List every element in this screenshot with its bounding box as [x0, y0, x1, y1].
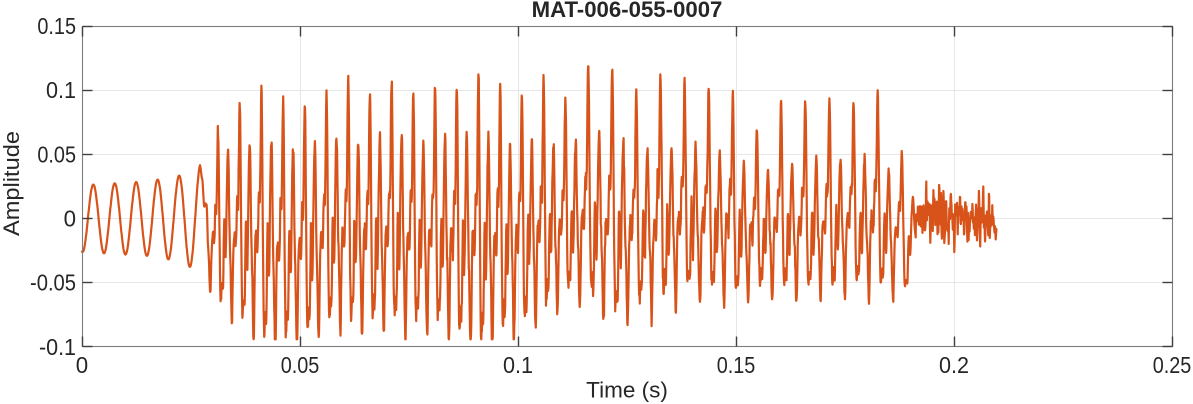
svg-text:0.15: 0.15: [717, 352, 756, 378]
svg-text:0.05: 0.05: [281, 352, 320, 378]
svg-text:0: 0: [64, 206, 76, 232]
svg-text:0.15: 0.15: [37, 13, 76, 39]
svg-text:Amplitude: Amplitude: [0, 131, 24, 236]
svg-text:0.25: 0.25: [1153, 352, 1192, 378]
svg-text:0.05: 0.05: [37, 142, 76, 168]
svg-text:Time (s): Time (s): [586, 378, 668, 403]
svg-text:0.1: 0.1: [503, 352, 533, 378]
svg-text:MAT-006-055-0007: MAT-006-055-0007: [532, 0, 723, 22]
svg-text:-0.05: -0.05: [30, 270, 76, 296]
svg-text:0.1: 0.1: [46, 77, 76, 103]
svg-text:0: 0: [76, 352, 88, 378]
svg-text:-0.1: -0.1: [39, 334, 76, 360]
svg-text:0.2: 0.2: [939, 352, 969, 378]
